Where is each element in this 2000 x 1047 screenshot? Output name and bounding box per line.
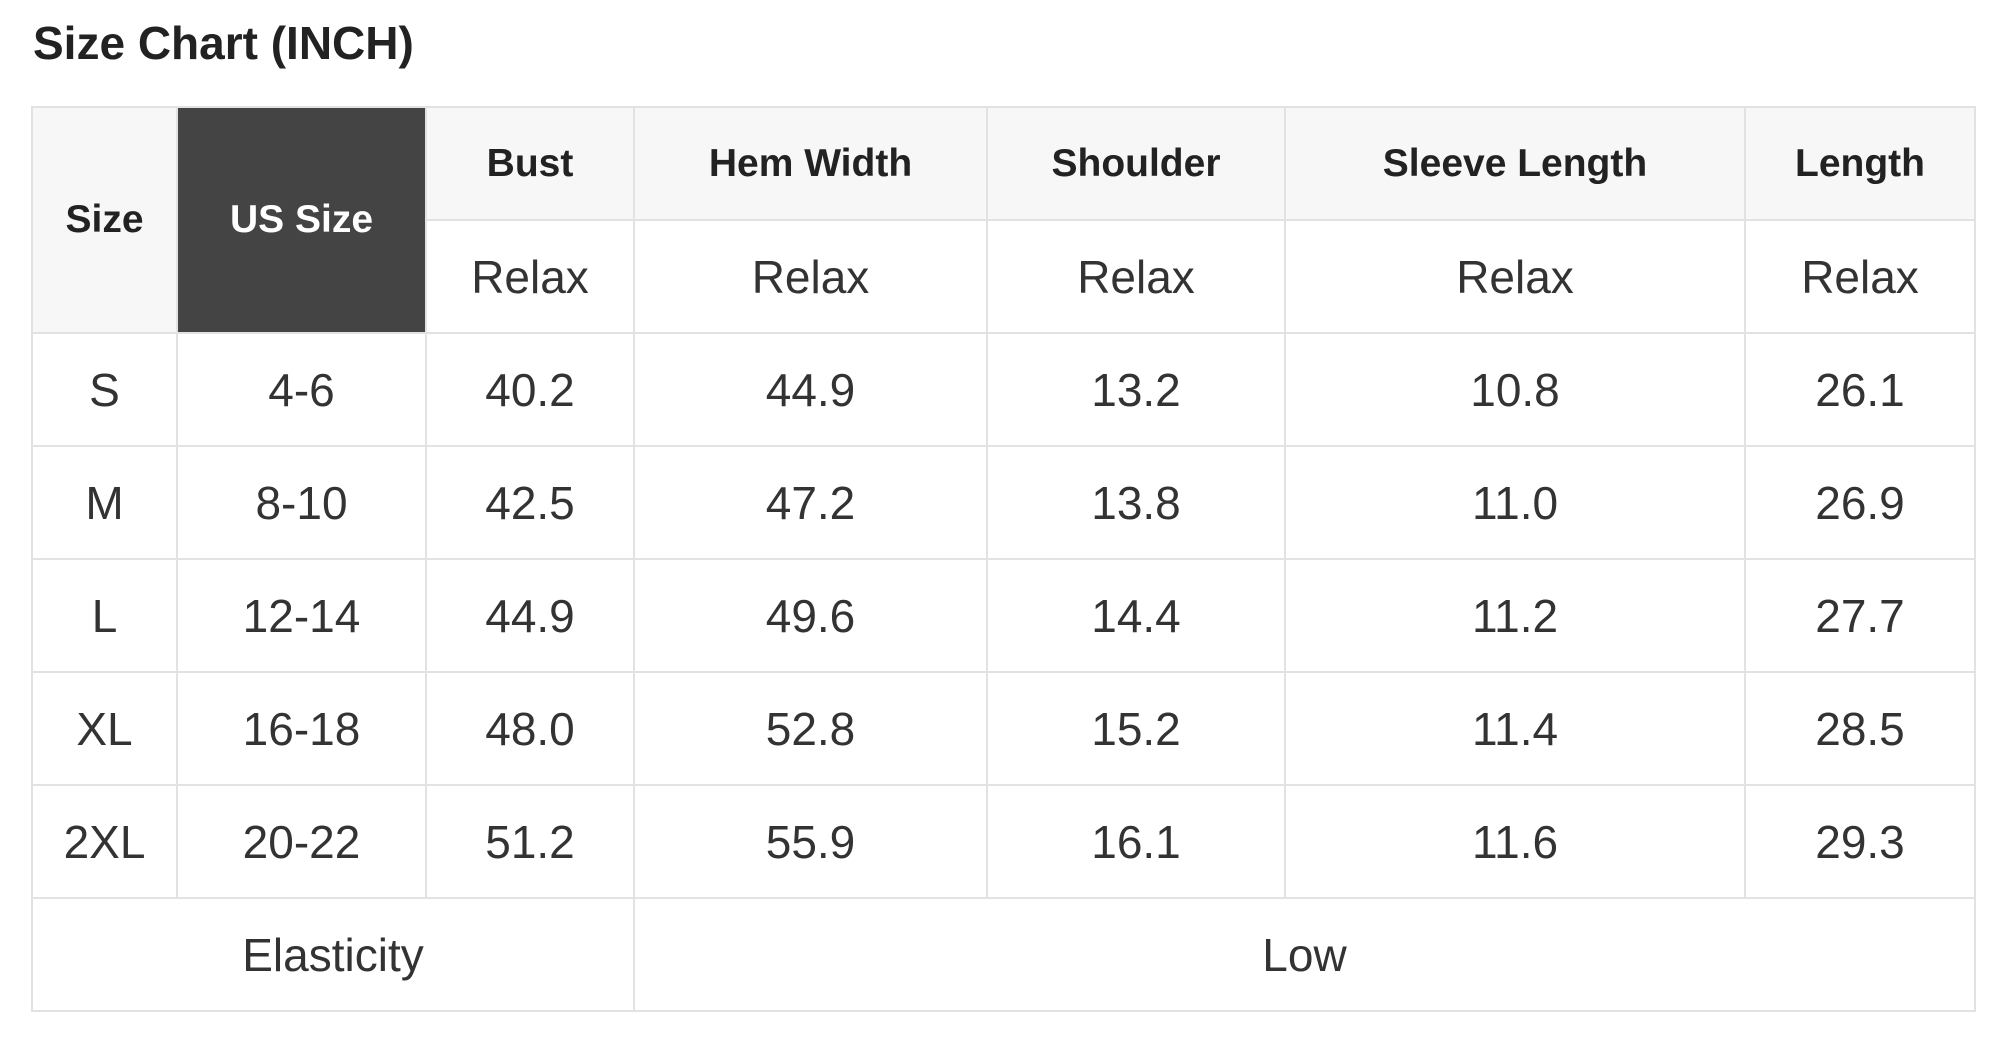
data-cell: 52.8 [633, 671, 988, 786]
data-cell: 14.4 [986, 558, 1286, 673]
data-cell: 20-22 [176, 784, 427, 899]
data-cell: 16.1 [986, 784, 1286, 899]
data-cell: 51.2 [425, 784, 635, 899]
data-cell: 15.2 [986, 671, 1286, 786]
data-cell: 42.5 [425, 445, 635, 560]
data-cell: XL [31, 671, 178, 786]
data-cell: 48.0 [425, 671, 635, 786]
data-cell: 28.5 [1744, 671, 1976, 786]
data-cell: 29.3 [1744, 784, 1976, 899]
data-cell: S [31, 332, 178, 447]
data-cell: 40.2 [425, 332, 635, 447]
title: Size Chart (INCH) [33, 17, 414, 69]
data-cell: 16-18 [176, 671, 427, 786]
table-row: Elasticity Low [31, 897, 1976, 1012]
table-row: S 4-6 40.2 44.9 13.2 10.8 26.1 [31, 332, 1976, 447]
header-cell: Sleeve Length [1284, 106, 1746, 221]
data-cell: 27.7 [1744, 558, 1976, 673]
table-row: M 8-10 42.5 47.2 13.8 11.0 26.9 [31, 445, 1976, 560]
subheader-cell: Relax [986, 219, 1286, 334]
data-cell: 47.2 [633, 445, 988, 560]
data-cell: M [31, 445, 178, 560]
table-row: XL 16-18 48.0 52.8 15.2 11.4 28.5 [31, 671, 1976, 786]
data-cell: 11.2 [1284, 558, 1746, 673]
data-cell: 49.6 [633, 558, 988, 673]
data-cell: 12-14 [176, 558, 427, 673]
data-cell: 26.1 [1744, 332, 1976, 447]
data-cell: 11.6 [1284, 784, 1746, 899]
subheader-cell: Relax [425, 219, 635, 334]
header-cell: US Size [176, 106, 427, 334]
header-cell: Shoulder [986, 106, 1286, 221]
footer-label: Elasticity [31, 897, 635, 1012]
header-cell: Hem Width [633, 106, 988, 221]
size-table: Size US Size Bust Hem Width Shoulder Sleeve L… [31, 106, 1976, 1012]
table-row: 2XL 20-22 51.2 55.9 16.1 11.6 29.3 [31, 784, 1976, 899]
data-cell: 10.8 [1284, 332, 1746, 447]
data-cell: 44.9 [425, 558, 635, 673]
header-cell: Bust [425, 106, 635, 221]
data-cell: 26.9 [1744, 445, 1976, 560]
footer-value: Low [633, 897, 1976, 1012]
table-row: Relax Relax Relax Relax Relax [32, 219, 1976, 334]
data-cell: 44.9 [633, 332, 988, 447]
data-cell: 11.0 [1284, 445, 1746, 560]
data-cell: 4-6 [176, 332, 427, 447]
data-cell: 8-10 [176, 445, 427, 560]
data-cell: 13.8 [986, 445, 1286, 560]
data-cell: 13.2 [986, 332, 1286, 447]
subheader-cell: Relax [1284, 219, 1746, 334]
data-cell: 55.9 [633, 784, 988, 899]
header-cell: Size [31, 106, 178, 334]
data-cell: 2XL [31, 784, 178, 899]
subheader-cell: Relax [633, 219, 988, 334]
data-cell: 11.4 [1284, 671, 1746, 786]
header-cell: Length [1744, 106, 1976, 221]
subheader-cell: Relax [1744, 219, 1976, 334]
data-cell: L [31, 558, 178, 673]
table-row: Size US Size Bust Hem Width Shoulder Sleeve L… [31, 106, 1976, 334]
table-row: L 12-14 44.9 49.6 14.4 11.2 27.7 [31, 558, 1976, 673]
